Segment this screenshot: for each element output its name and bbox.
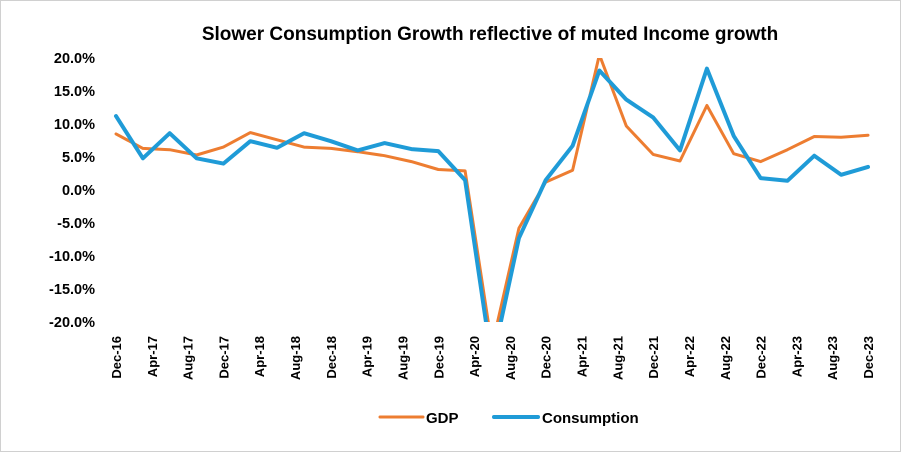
x-tick-label: Apr-23 — [789, 336, 804, 377]
x-tick-label: Apr-20 — [467, 336, 482, 377]
y-tick-label: 20.0% — [54, 51, 95, 67]
x-tick-label: Apr-17 — [145, 336, 160, 377]
y-tick-label: -15.0% — [49, 282, 95, 298]
x-tick-label: Dec-22 — [754, 336, 769, 379]
y-tick-label: 5.0% — [62, 150, 95, 166]
x-tick-label: Aug-20 — [503, 336, 518, 380]
x-tick-label: Dec-21 — [646, 336, 661, 379]
x-tick-label: Dec-19 — [431, 336, 446, 379]
x-tick-label: Dec-17 — [216, 336, 231, 379]
legend-label-consumption: Consumption — [542, 410, 639, 427]
plot-lines — [114, 58, 870, 322]
x-tick-label: Aug-19 — [395, 336, 410, 380]
y-tick-label: 15.0% — [54, 84, 95, 100]
y-axis: 20.0% 15.0% 10.0% 5.0% 0.0% -5.0% -10.0% -15.0%… — [49, 51, 95, 331]
x-tick-label: Aug-18 — [288, 336, 303, 380]
x-tick-label: Dec-20 — [539, 336, 554, 379]
series-line-gdp — [114, 58, 870, 322]
x-tick-label: Aug-23 — [825, 336, 840, 380]
x-tick-label: Aug-22 — [718, 336, 733, 380]
legend-label-gdp: GDP — [426, 410, 459, 427]
x-tick-label: Apr-22 — [682, 336, 697, 377]
x-tick-label: Apr-19 — [360, 336, 375, 377]
legend: GDP Consumption — [378, 410, 639, 427]
x-tick-label: Aug-21 — [610, 336, 625, 380]
x-tick-label: Dec-16 — [109, 336, 124, 379]
series-line-consumption — [114, 66, 870, 322]
y-tick-label: -20.0% — [49, 315, 95, 331]
x-tick-label: Aug-17 — [181, 336, 196, 380]
x-tick-label: Apr-21 — [575, 336, 590, 377]
x-axis: Dec-16 Apr-17 Aug-17 Dec-17 Apr-18 Aug-18 Dec-… — [109, 336, 876, 380]
y-tick-label: 10.0% — [54, 117, 95, 133]
y-tick-label: 0.0% — [62, 183, 95, 199]
y-tick-label: -10.0% — [49, 249, 95, 265]
chart-title: Slower Consumption Growth reflective of … — [202, 24, 778, 45]
x-tick-label: Dec-18 — [324, 336, 339, 379]
x-tick-label: Dec-23 — [861, 336, 876, 379]
x-tick-label: Apr-18 — [252, 336, 267, 377]
y-tick-label: -5.0% — [57, 216, 95, 232]
